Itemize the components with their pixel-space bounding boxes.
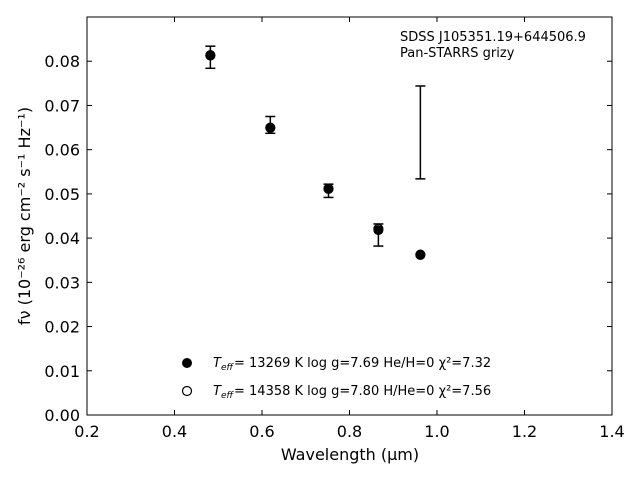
annotation-object-name: SDSS J105351.19+644506.9 [400, 30, 586, 45]
legend-marker-filled [182, 358, 192, 368]
x-tick-label: 0.8 [337, 422, 362, 441]
y-tick-label: 0.07 [44, 96, 80, 115]
y-tick-label: 0.04 [44, 229, 80, 248]
x-tick-label: 1.4 [599, 422, 624, 441]
x-tick-label: 1.2 [512, 422, 537, 441]
plot-layer [205, 45, 426, 261]
x-tick-label: 0.2 [74, 422, 99, 441]
legend-teff-symbol-1: Teff [213, 356, 234, 373]
model-point-filled [373, 225, 384, 236]
y-tick-label: 0.05 [44, 185, 80, 204]
y-tick-label: 0.03 [44, 273, 80, 292]
legend: Teff = 13269 K log g=7.69 He/H=0 χ²=7.32… [181, 356, 491, 401]
legend-label-2: = 14358 K log g=7.80 H/He=0 χ²=7.56 [234, 384, 491, 399]
legend-teff-symbol-2: Teff [213, 384, 234, 401]
model-point-filled [323, 184, 334, 195]
legend-marker-open [181, 385, 193, 397]
x-tick-label: 1.0 [424, 422, 449, 441]
y-tick-label: 0.08 [44, 52, 80, 71]
ticks-layer: 0.2 0.4 0.6 0.8 1.0 1.2 1.4 0.00 0.01 0.02 0.03 0.0… [44, 17, 625, 441]
legend-label-1: = 13269 K log g=7.69 He/H=0 χ²=7.32 [234, 356, 491, 371]
y-axis-label: fν (10⁻²⁶ erg cm⁻² s⁻¹ Hz⁻¹) [15, 107, 34, 325]
x-axis-label: Wavelength (μm) [281, 445, 419, 464]
y-tick-label: 0.01 [44, 362, 80, 381]
model-point-filled [415, 249, 426, 260]
y-tick-label: 0.02 [44, 318, 80, 337]
y-tick-label: 0.00 [44, 406, 80, 425]
y-tick-label: 0.06 [44, 141, 80, 160]
model-point-filled [205, 50, 216, 61]
x-tick-label: 0.6 [249, 422, 274, 441]
model-point-filled [265, 122, 276, 133]
annotation-survey-name: Pan-STARRS grizy [400, 46, 515, 61]
x-tick-label: 0.4 [162, 422, 187, 441]
